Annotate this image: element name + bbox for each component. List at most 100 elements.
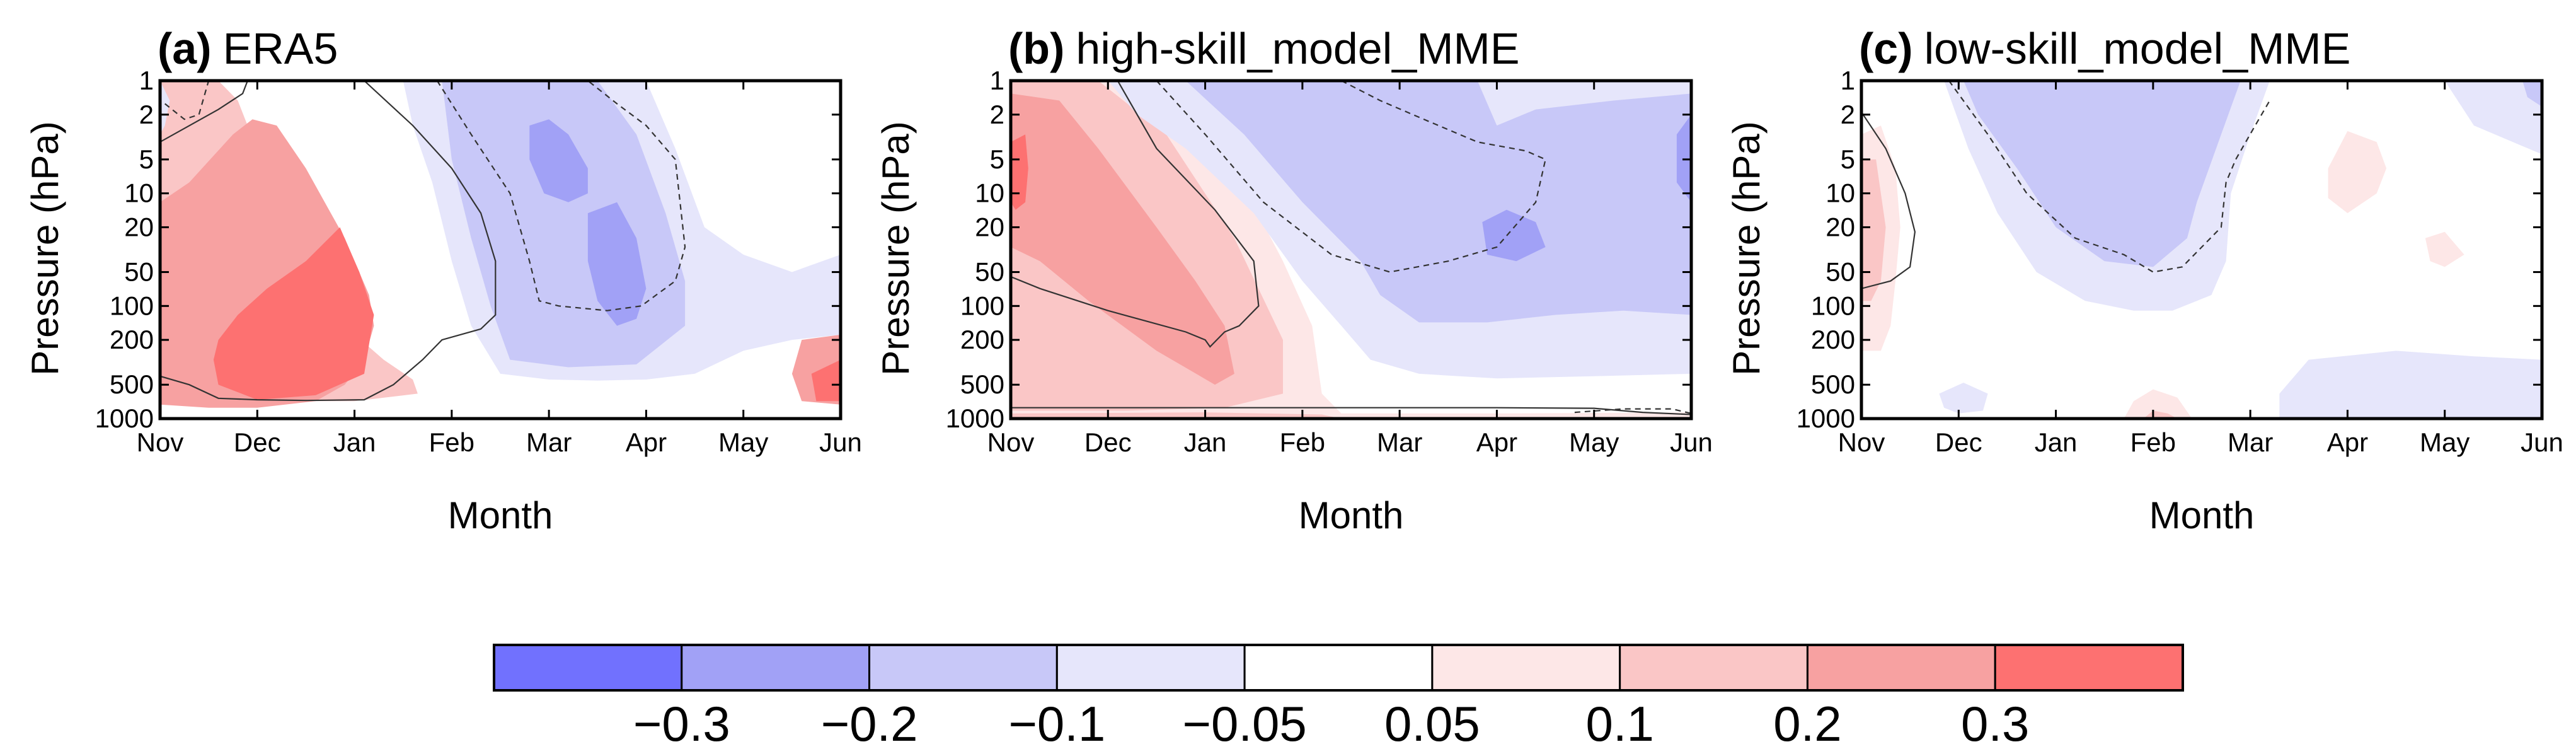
colorbar-bin <box>1431 644 1621 692</box>
x-tick-label: Dec <box>1084 427 1132 457</box>
dashed-contour-line <box>1574 408 1691 414</box>
panel-a-title: (a) ERA5 <box>158 24 338 73</box>
y-tick-label: 200 <box>1811 325 1855 354</box>
y-tick-label: 20 <box>124 212 154 241</box>
y-tick-label: 50 <box>975 257 1004 287</box>
y-tick-label: 2 <box>990 100 1004 129</box>
contour-fill-region <box>213 227 374 400</box>
x-tick-label: Feb <box>1280 427 1325 457</box>
colorbar-tick-label: −0.1 <box>1008 696 1105 751</box>
panel-b-ylabel: Pressure (hPa) <box>875 121 917 375</box>
panel-a-ylabel: Pressure (hPa) <box>24 121 66 375</box>
dashed-contour-line <box>436 81 686 311</box>
contour-fill-region <box>811 359 841 402</box>
colorbar-bin <box>868 644 1058 692</box>
y-tick-label: 20 <box>1826 212 1855 241</box>
plot-frame <box>158 79 842 420</box>
x-tick-label: Jan <box>2035 427 2078 457</box>
panel-c-title-text: low-skill_model_MME <box>1924 24 2351 73</box>
x-tick-label: Jan <box>333 427 376 457</box>
y-tick-label: 200 <box>960 325 1004 354</box>
contour-fill-region <box>2522 81 2542 107</box>
x-tick-label: Nov <box>987 427 1035 457</box>
contour-fill-region <box>2444 81 2542 154</box>
panel-c-ylabel: Pressure (hPa) <box>1725 121 1768 375</box>
panel-b-tag: (b) <box>1008 24 1064 73</box>
y-tick-label: 1 <box>139 66 154 95</box>
contour-fill-region <box>1482 209 1546 262</box>
x-tick-label: Apr <box>2327 427 2368 457</box>
y-tick-label: 10 <box>975 178 1004 208</box>
x-tick-label: Feb <box>429 427 474 457</box>
colorbar-bin <box>1619 644 1808 692</box>
y-tick-label: 500 <box>110 369 154 399</box>
panel-a-tag: (a) <box>158 24 212 73</box>
contour-fill-region <box>2143 410 2178 419</box>
panel-b-title: (b) high-skill_model_MME <box>1008 24 1520 73</box>
solid-contour-line <box>1861 112 1916 289</box>
contour-fill-region <box>587 202 647 326</box>
dashed-contour-line <box>1948 81 2270 273</box>
colorbar-tick-label: 0.2 <box>1773 696 1841 751</box>
colorbar-bin <box>1994 644 2184 692</box>
x-tick-label: Jun <box>1670 427 1713 457</box>
plot-frame <box>1009 79 1693 420</box>
dashed-contour-line <box>1156 81 1546 273</box>
solid-contour-line <box>1011 81 1260 348</box>
x-tick-label: Nov <box>137 427 184 457</box>
colorbar-tick-label: 0.1 <box>1585 696 1653 751</box>
panel-a-title-text: ERA5 <box>223 24 338 73</box>
y-tick-label: 100 <box>110 291 154 320</box>
x-tick-label: Nov <box>1838 427 1885 457</box>
y-tick-label: 100 <box>960 291 1004 320</box>
y-tick-label: 500 <box>960 369 1004 399</box>
contour-fill-region <box>2425 231 2464 267</box>
x-tick-label: Mar <box>2228 427 2273 457</box>
contour-fill-region <box>1939 383 1988 414</box>
y-tick-label: 10 <box>1826 178 1855 208</box>
y-tick-label: 2 <box>1841 100 1855 129</box>
contour-fill-region <box>529 119 588 202</box>
y-tick-label: 1 <box>1841 66 1855 95</box>
y-tick-label: 2 <box>139 100 154 129</box>
panel-a-xlabel: Month <box>448 494 553 536</box>
contour-fill-region <box>2124 389 2192 419</box>
x-tick-label: Jun <box>2521 427 2563 457</box>
y-tick-label: 10 <box>124 178 154 208</box>
colorbar-bin <box>681 644 871 692</box>
x-tick-label: Dec <box>234 427 281 457</box>
solid-contour-line <box>160 81 248 143</box>
y-tick-label: 1000 <box>946 403 1004 433</box>
colorbar-tick-label: −0.3 <box>633 696 730 751</box>
colorbar-bin <box>493 644 683 692</box>
contour-fill-region <box>1861 159 1886 301</box>
y-tick-label: 1000 <box>95 403 154 433</box>
colorbar-frame <box>493 644 2184 692</box>
contour-fill-region <box>1676 114 1691 202</box>
panel-c-title: (c) low-skill_model_MME <box>1859 24 2350 73</box>
x-tick-label: Jun <box>819 427 862 457</box>
panel-b-xlabel: Month <box>1299 494 1404 536</box>
dashed-contour-line <box>164 81 210 120</box>
y-tick-label: 50 <box>124 257 154 287</box>
panel-c-xlabel: Month <box>2149 494 2255 536</box>
contour-fill-region <box>1185 81 1691 323</box>
x-tick-label: Feb <box>2130 427 2176 457</box>
x-tick-label: Mar <box>526 427 572 457</box>
x-tick-label: May <box>2420 427 2470 457</box>
contour-fill-region <box>1964 81 2241 267</box>
solid-contour-line <box>1011 407 1691 415</box>
colorbar-tick-label: −0.2 <box>821 696 918 751</box>
y-tick-label: 5 <box>990 144 1004 174</box>
panel-c: (c) low-skill_model_MME 1 2 5 10 20 50 100 200 50… <box>1725 24 2563 536</box>
solid-contour-line <box>160 81 497 402</box>
panel-c-tag: (c) <box>1859 24 1913 73</box>
y-tick-label: 500 <box>1811 369 1855 399</box>
y-tick-label: 1000 <box>1797 403 1855 433</box>
contour-fill-region <box>2328 130 2387 214</box>
y-tick-label: 1 <box>990 66 1004 95</box>
